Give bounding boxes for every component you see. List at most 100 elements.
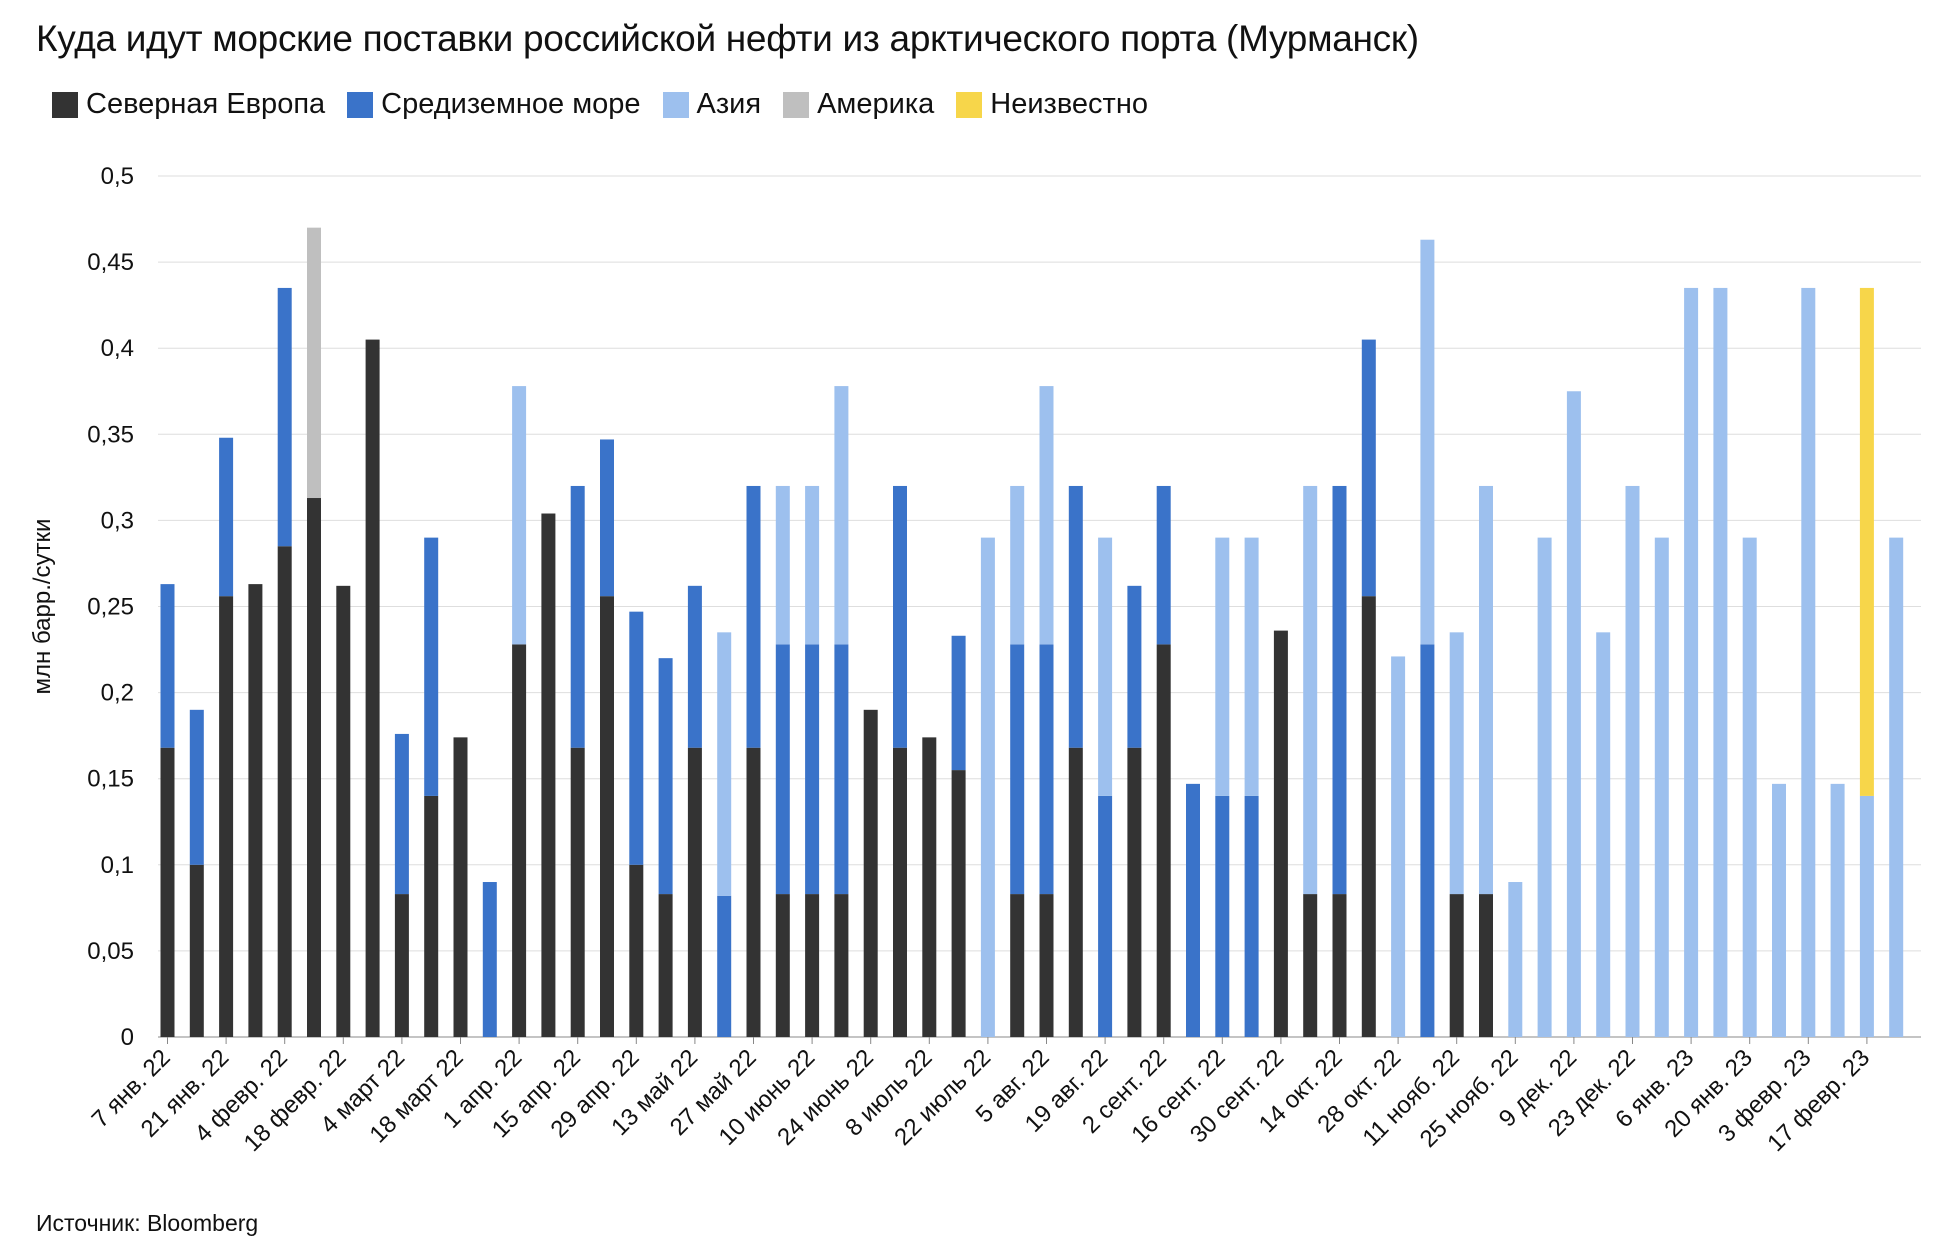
bar-segment-asia xyxy=(1596,632,1611,1037)
bar-segment-mediterranean xyxy=(775,644,790,895)
bar-segment-mediterranean xyxy=(277,287,292,547)
bar-segment-mediterranean xyxy=(1010,644,1025,895)
bar-segment-north-europe xyxy=(1039,894,1054,1037)
bar-segment-north-europe xyxy=(1127,747,1142,1037)
bar-segment-mediterranean xyxy=(1332,485,1347,895)
bar-segment-north-europe xyxy=(189,864,204,1037)
bar-segment-north-europe xyxy=(1010,894,1025,1037)
y-tick-label: 0,45 xyxy=(87,249,134,276)
bar-segment-asia xyxy=(1010,485,1025,645)
bar-segment-asia xyxy=(1098,537,1113,796)
bar-segment-north-europe xyxy=(1332,894,1347,1037)
bar-segment-north-europe xyxy=(600,596,614,1037)
bar-segment-north-europe xyxy=(277,546,292,1037)
bar-segment-asia xyxy=(1039,386,1054,645)
bar-segment-mediterranean xyxy=(893,485,907,748)
y-tick-label: 0,15 xyxy=(87,766,134,793)
bar-segment-mediterranean xyxy=(1215,795,1230,1037)
legend-item-asia: Азия xyxy=(662,88,761,121)
bar-segment-asia xyxy=(1566,391,1581,1037)
bar-segment-north-europe xyxy=(658,894,673,1037)
bar-segment-north-europe xyxy=(805,894,820,1037)
bar-segment-north-europe xyxy=(336,585,351,1037)
y-tick-label: 0,1 xyxy=(101,852,134,879)
bar-segment-asia xyxy=(1625,485,1640,1038)
bar-segment-asia xyxy=(1713,287,1728,1037)
bar-segment-asia xyxy=(717,632,732,896)
bar-segment-asia xyxy=(1215,537,1230,796)
bar-segment-mediterranean xyxy=(600,439,614,597)
bar-segment-north-europe xyxy=(512,644,527,1037)
bar-segment-asia xyxy=(1391,656,1406,1037)
legend-label: Америка xyxy=(817,88,935,120)
legend-swatch xyxy=(662,91,689,118)
legend-item-unknown: Неизвестно xyxy=(956,88,1148,121)
y-tick-label: 0,25 xyxy=(87,594,134,621)
legend-item-north-europe: Северная Европа xyxy=(52,88,325,121)
bar-segment-north-europe xyxy=(248,584,263,1037)
bar-segment-asia xyxy=(1742,537,1757,1037)
bar-segment-mediterranean xyxy=(394,733,409,895)
bar-segment-asia xyxy=(1859,795,1874,1037)
bar-segment-mediterranean xyxy=(1068,485,1083,748)
bar-segment-asia xyxy=(1684,287,1699,1037)
legend-swatch xyxy=(783,91,810,118)
y-tick-label: 0,2 xyxy=(101,680,134,707)
bar-segment-north-europe xyxy=(541,513,556,1037)
bar-segment-mediterranean xyxy=(834,644,849,895)
legend-swatch xyxy=(956,91,983,118)
bar-segment-mediterranean xyxy=(951,635,966,771)
legend-item-mediterranean: Средиземное море xyxy=(347,88,641,121)
bar-segment-north-europe xyxy=(160,747,175,1037)
bar-segment-north-europe xyxy=(951,770,966,1037)
bar-segment-mediterranean xyxy=(1127,585,1142,748)
bar-segment-north-europe xyxy=(687,747,702,1037)
bar-segment-asia xyxy=(1244,537,1259,796)
bar-segment-north-europe xyxy=(629,864,644,1037)
bar-segment-north-europe xyxy=(307,498,321,1037)
bar-segment-north-europe xyxy=(1479,894,1493,1037)
bar-segment-asia xyxy=(1449,632,1464,895)
bar-segment-north-europe xyxy=(1361,596,1376,1037)
bar-segment-mediterranean xyxy=(424,537,439,796)
bar-segment-mediterranean xyxy=(746,485,761,748)
bar-segment-asia xyxy=(1479,485,1493,895)
bar-segment-mediterranean xyxy=(482,882,497,1037)
legend-label: Средиземное море xyxy=(381,88,641,120)
bar-segment-north-europe xyxy=(1068,747,1083,1037)
bar-segment-mediterranean xyxy=(219,437,234,597)
bar-segment-asia xyxy=(1420,239,1435,645)
bar-segment-unknown xyxy=(1859,287,1874,796)
y-tick-label: 0 xyxy=(121,1024,134,1051)
bar-segment-north-europe xyxy=(922,737,937,1037)
bar-segment-north-europe xyxy=(570,747,585,1037)
bar-segment-north-europe xyxy=(453,737,468,1037)
bar-segment-mediterranean xyxy=(1186,783,1200,1037)
bar-segment-asia xyxy=(1772,783,1786,1037)
bar-segment-north-europe xyxy=(1303,894,1318,1037)
bar-segment-mediterranean xyxy=(805,644,820,895)
bar-segment-mediterranean xyxy=(1156,485,1171,645)
bar-segment-north-europe xyxy=(365,339,380,1038)
legend-label: Северная Европа xyxy=(86,88,326,120)
y-axis-label: млн барр./сутки xyxy=(29,519,56,695)
y-tick-label: 0,05 xyxy=(87,938,134,965)
y-tick-label: 0,35 xyxy=(87,421,134,448)
chart-legend: Северная Европа Средиземное море Азия Ам… xyxy=(52,88,1148,121)
bar-segment-north-europe xyxy=(394,894,409,1037)
bar-segment-mediterranean xyxy=(717,895,732,1037)
bar-segment-mediterranean xyxy=(629,611,644,865)
bar-segment-asia xyxy=(512,386,527,645)
bar-segment-north-europe xyxy=(219,596,234,1037)
bar-segment-asia xyxy=(1654,537,1669,1037)
bar-segment-asia xyxy=(834,386,849,645)
bar-segment-asia xyxy=(775,485,790,645)
legend-swatch xyxy=(52,91,78,118)
bar-segment-mediterranean xyxy=(189,709,204,865)
legend-item-america: Америка xyxy=(783,88,934,121)
source-note: Источник: Bloomberg xyxy=(36,1210,259,1236)
legend-swatch xyxy=(347,91,374,118)
y-tick-label: 0,5 xyxy=(101,163,134,190)
bar-segment-mediterranean xyxy=(160,584,175,748)
y-tick-label: 0,4 xyxy=(101,335,134,362)
